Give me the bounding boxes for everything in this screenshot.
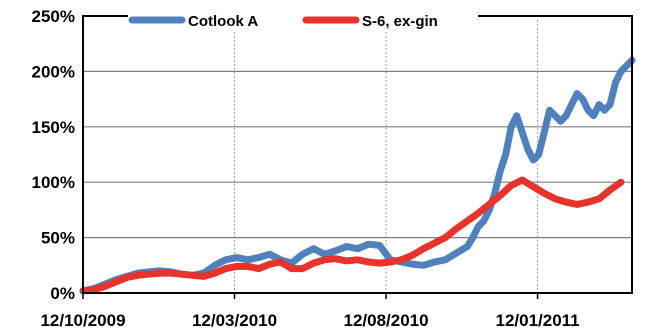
x-tick-label: 12/01/2011	[495, 311, 579, 330]
x-tick-label: 12/08/2010	[344, 311, 429, 330]
legend-label-s6-ex-gin: S-6, ex-gin	[362, 13, 438, 30]
y-tick-label: 100%	[32, 173, 75, 192]
legend: Cotlook A S-6, ex-gin	[128, 8, 478, 32]
y-tick-label: 50%	[41, 229, 75, 248]
series-line-cotlook-a	[79, 56, 636, 295]
legend-label-cotlook-a: Cotlook A	[188, 13, 258, 30]
y-tick-label: 150%	[32, 118, 75, 137]
gridlines	[83, 16, 632, 293]
y-tick-label: 0%	[50, 284, 75, 303]
series-lines	[79, 56, 636, 295]
y-tick-label: 200%	[32, 62, 75, 81]
x-tick-label: 12/03/2010	[192, 311, 277, 330]
y-axis-ticks: 0% 50% 100% 150% 200% 250%	[32, 7, 75, 303]
series-line-s6-ex-gin	[79, 176, 625, 295]
x-tick-label: 12/10/2009	[40, 311, 125, 330]
x-axis-ticks: 12/10/2009 12/03/2010 12/08/2010 12/01/2011	[40, 293, 580, 330]
y-tick-label: 250%	[32, 7, 75, 26]
